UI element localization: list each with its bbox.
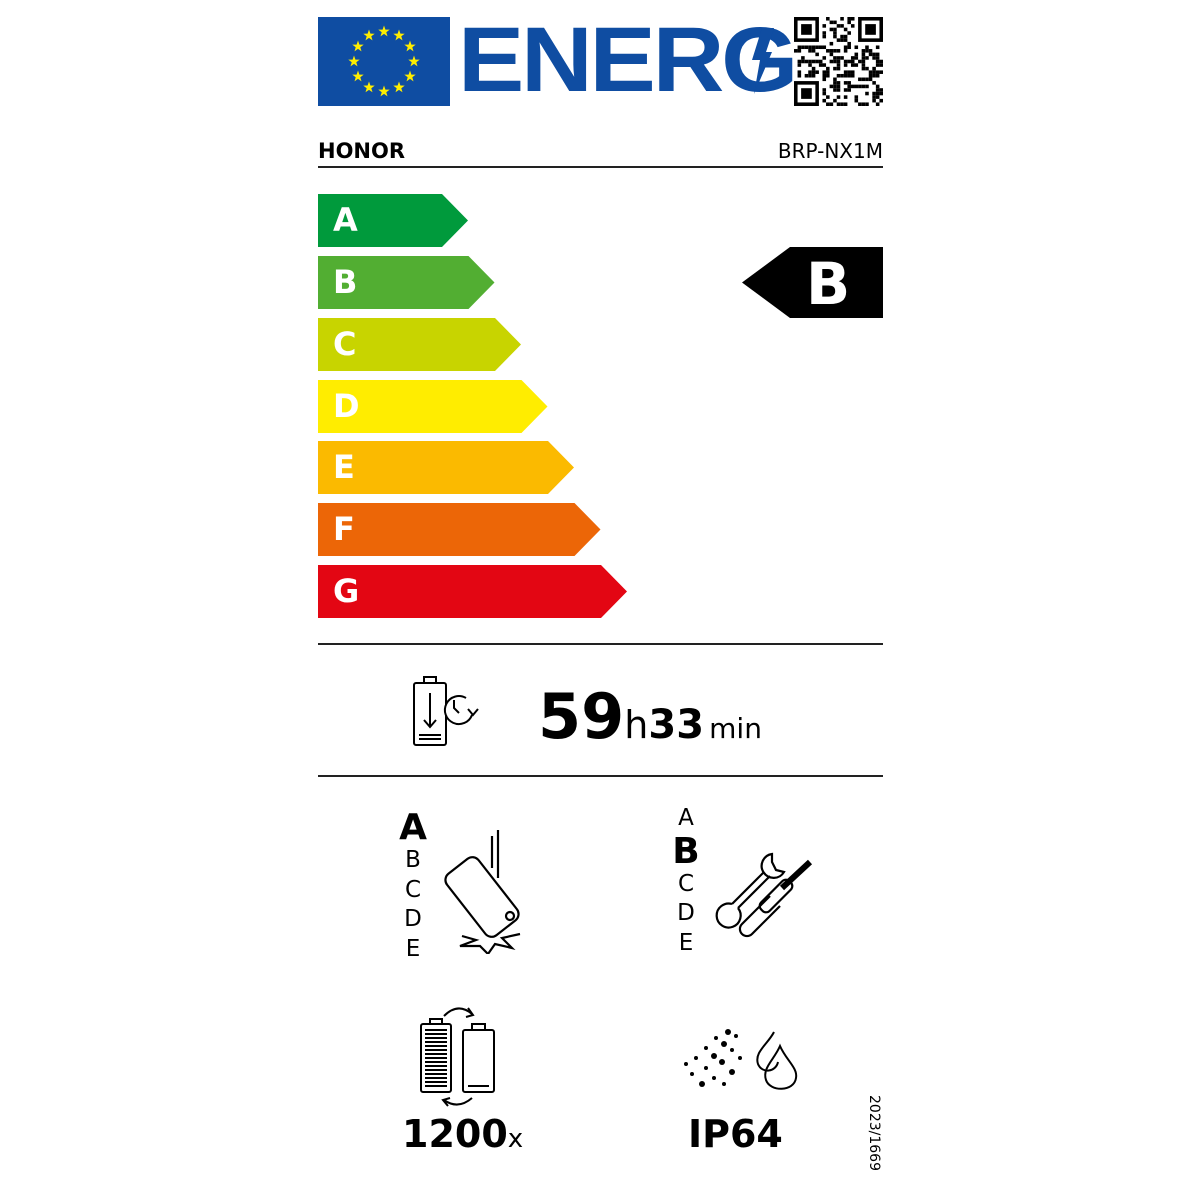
energy-class-label: C xyxy=(333,325,357,363)
endurance-minutes: 33 xyxy=(648,702,705,748)
energy-class-label: D xyxy=(333,387,360,425)
model-identifier: BRP-NX1M xyxy=(777,139,883,163)
battery-cycles-icon xyxy=(420,1007,495,1107)
energy-class-label: B xyxy=(333,263,358,301)
battery-cycles-number: 1200 xyxy=(402,1112,508,1156)
endurance-hours-unit: h xyxy=(624,703,649,747)
energy-rating-label: B xyxy=(806,250,851,318)
energy-class-bar-b: B xyxy=(318,256,495,309)
battery-cycles-unit: x xyxy=(507,1124,524,1154)
divider xyxy=(318,643,883,645)
scale-class-a: A xyxy=(678,805,694,831)
battery-endurance-icon xyxy=(413,676,479,746)
battery-endurance-value: 59h33 min xyxy=(538,680,762,753)
energy-class-label: G xyxy=(333,572,360,610)
divider xyxy=(318,166,883,168)
scale-class-d: D xyxy=(677,900,695,926)
energy-class-bar-d: D xyxy=(318,380,548,433)
scale-class-a: A xyxy=(399,807,427,848)
eu-flag-icon xyxy=(318,17,450,106)
energy-class-bar-g: G xyxy=(318,565,627,618)
phone-drop-icon xyxy=(444,830,521,954)
scale-class-d: D xyxy=(404,906,422,932)
regulation-number: 2023/1669 xyxy=(866,1095,882,1171)
endurance-hours: 59 xyxy=(538,680,625,753)
scale-class-c: C xyxy=(404,876,422,903)
energy-logo-text: ENERG xyxy=(458,9,798,111)
energy-class-bar-a: A xyxy=(318,194,468,247)
energy-rating-arrow: B xyxy=(742,247,883,318)
scale-class-b: B xyxy=(405,847,421,873)
energy-class-bar-c: C xyxy=(318,318,521,371)
lightning-icon xyxy=(752,28,774,94)
repair-tools-icon xyxy=(715,852,813,938)
battery-cycles-value: 1200x xyxy=(402,1112,523,1156)
endurance-minutes-unit: min xyxy=(709,712,762,745)
energy-class-bar-f: F xyxy=(318,503,601,556)
dust-water-icon xyxy=(684,1029,798,1090)
qr-code-icon[interactable] xyxy=(794,17,883,106)
energy-logo: ENERG xyxy=(458,14,798,106)
divider xyxy=(318,775,883,777)
supplier-name: HONOR xyxy=(318,139,406,163)
scale-class-e: E xyxy=(405,935,421,962)
energy-class-label: A xyxy=(333,201,358,239)
energy-class-label: E xyxy=(333,448,355,486)
scale-class-c: C xyxy=(677,870,695,897)
ingress-protection-value: IP64 xyxy=(688,1112,783,1156)
scale-class-e: E xyxy=(678,929,694,956)
energy-class-bar-e: E xyxy=(318,441,574,494)
energy-class-label: F xyxy=(333,510,355,548)
scale-class-b: B xyxy=(672,830,700,872)
